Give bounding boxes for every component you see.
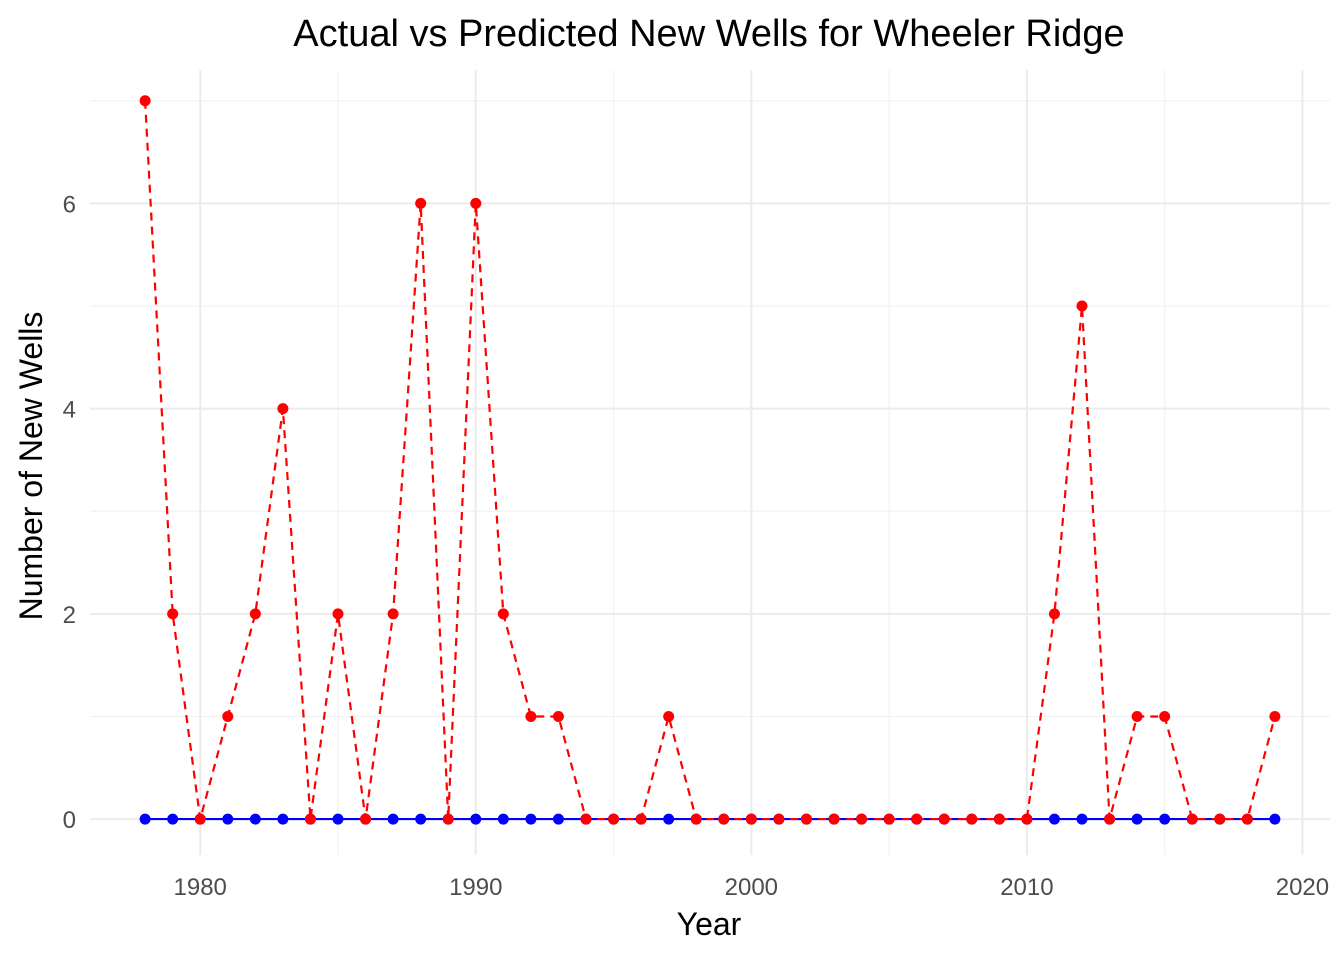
data-point-series-2 (1048, 608, 1060, 620)
data-point-series-2 (745, 813, 757, 825)
data-point-series-1 (222, 813, 234, 825)
x-tick-label: 2010 (1000, 874, 1053, 901)
data-point-series-1 (1048, 813, 1060, 825)
data-point-series-2 (1104, 813, 1116, 825)
x-axis-title: Year (677, 906, 742, 942)
data-point-series-2 (1214, 813, 1226, 825)
data-point-series-1 (1159, 813, 1171, 825)
data-point-series-2 (856, 813, 868, 825)
data-point-series-2 (1159, 710, 1171, 722)
y-tick-label: 0 (63, 807, 76, 834)
data-point-series-2 (580, 813, 592, 825)
data-point-series-2 (938, 813, 950, 825)
series-line-2 (144, 100, 1276, 821)
y-tick-label: 2 (63, 602, 76, 629)
y-tick-label: 6 (63, 191, 76, 218)
data-point-series-2 (525, 710, 537, 722)
data-point-series-2 (773, 813, 785, 825)
data-point-series-2 (470, 197, 482, 209)
data-point-series-2 (1021, 813, 1033, 825)
data-point-series-2 (663, 710, 675, 722)
data-point-series-2 (635, 813, 647, 825)
data-point-series-1 (139, 813, 151, 825)
data-point-series-1 (1131, 813, 1143, 825)
data-point-series-2 (332, 608, 344, 620)
data-point-series-1 (470, 813, 482, 825)
data-point-series-1 (663, 813, 675, 825)
data-point-series-1 (1076, 813, 1088, 825)
data-point-series-2 (718, 813, 730, 825)
data-point-series-2 (387, 608, 399, 620)
data-point-series-1 (497, 813, 509, 825)
data-point-series-2 (304, 813, 316, 825)
series-layer (139, 95, 1281, 825)
x-tick-label: 2020 (1276, 874, 1329, 901)
data-point-series-2 (552, 710, 564, 722)
data-point-series-2 (167, 608, 179, 620)
data-point-series-2 (360, 813, 372, 825)
x-tick-label: 1990 (449, 874, 502, 901)
tick-labels: 1980 1990 2000 2010 2020 0 2 4 6 (63, 191, 1329, 901)
data-point-series-2 (800, 813, 812, 825)
data-point-series-1 (249, 813, 261, 825)
data-point-series-1 (332, 813, 344, 825)
x-tick-label: 1980 (174, 874, 227, 901)
data-point-series-2 (139, 95, 151, 107)
data-point-series-2 (222, 710, 234, 722)
data-point-series-1 (525, 813, 537, 825)
data-point-series-2 (828, 813, 840, 825)
data-point-series-2 (442, 813, 454, 825)
data-point-series-2 (497, 608, 509, 620)
data-point-series-2 (1269, 710, 1281, 722)
data-point-series-1 (387, 813, 399, 825)
data-point-series-2 (415, 197, 427, 209)
data-point-series-1 (1269, 813, 1281, 825)
grid (90, 70, 1330, 855)
y-tick-label: 4 (63, 397, 76, 424)
y-axis-title: Number of New Wells (13, 312, 49, 621)
data-point-series-2 (1131, 710, 1143, 722)
x-tick-label: 2000 (725, 874, 778, 901)
data-point-series-2 (966, 813, 978, 825)
data-point-series-1 (415, 813, 427, 825)
data-point-series-2 (690, 813, 702, 825)
data-point-series-2 (608, 813, 620, 825)
data-point-series-1 (552, 813, 564, 825)
data-point-series-1 (167, 813, 179, 825)
data-point-series-2 (1076, 300, 1088, 312)
data-point-series-2 (249, 608, 261, 620)
data-point-series-2 (277, 403, 289, 415)
data-point-series-2 (1186, 813, 1198, 825)
data-point-series-2 (194, 813, 206, 825)
data-point-series-2 (911, 813, 923, 825)
data-point-series-1 (277, 813, 289, 825)
data-point-series-2 (993, 813, 1005, 825)
data-point-series-2 (1241, 813, 1253, 825)
chart-title: Actual vs Predicted New Wells for Wheele… (293, 13, 1124, 55)
data-point-series-2 (883, 813, 895, 825)
